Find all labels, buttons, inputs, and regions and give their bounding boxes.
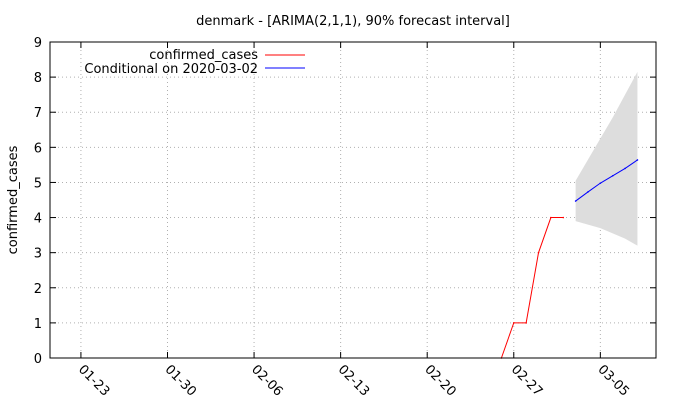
y-tick-label: 2: [34, 282, 42, 297]
x-tick-label: 03-05: [595, 362, 632, 399]
x-tick-label: 02-06: [248, 362, 285, 399]
observed-point: [537, 251, 540, 254]
x-tick-label: 02-13: [335, 362, 372, 399]
observed-line: [500, 217, 564, 359]
y-tick-label: 4: [34, 212, 42, 227]
y-tick-label: 8: [34, 71, 42, 86]
forecast-interval-layer: [575, 71, 638, 246]
observed-point: [512, 322, 515, 324]
y-tick-label: 3: [34, 247, 42, 262]
x-tick-label: 02-20: [421, 362, 458, 399]
legend-label-forecast: Conditional on 2020-03-02: [84, 62, 258, 77]
x-tick-label: 01-30: [162, 362, 199, 399]
x-tick-label: 02-27: [508, 362, 545, 399]
y-tick-label: 9: [34, 36, 42, 51]
legend-label-confirmed-cases: confirmed_cases: [149, 48, 258, 63]
forecast-point: [574, 200, 577, 202]
y-tick-label: 5: [34, 176, 42, 191]
x-axis: 01-23 01-30 02-06 02-13 02-20 02-27 03-05: [75, 42, 632, 400]
y-axis: 0 1 2 3 4 5 6 7 8 9: [34, 36, 656, 367]
y-tick-label: 7: [34, 106, 42, 121]
chart-title: denmark - [ARIMA(2,1,1), 90% forecast in…: [196, 14, 510, 29]
forecast-point: [599, 182, 602, 184]
observed-point: [562, 216, 565, 219]
x-tick-label: 01-23: [75, 362, 112, 399]
y-tick-label: 1: [34, 317, 42, 332]
legend: confirmed_cases Conditional on 2020-03-0…: [84, 48, 305, 77]
forecast-point: [636, 159, 639, 161]
forecast-line: [575, 159, 638, 202]
forecast-point: [624, 167, 626, 170]
y-tick-label: 0: [34, 352, 42, 367]
y-tick-label: 6: [34, 141, 42, 156]
grid: [50, 42, 656, 358]
forecast-interval-band: [575, 71, 638, 246]
forecast-point: [611, 174, 614, 177]
forecast-point: [587, 191, 589, 193]
observed-point: [525, 322, 527, 324]
series-layer: [500, 159, 639, 359]
observed-point: [550, 216, 552, 219]
plot-area-frame: [49, 41, 657, 359]
y-axis-label: confirmed_cases: [6, 145, 21, 254]
